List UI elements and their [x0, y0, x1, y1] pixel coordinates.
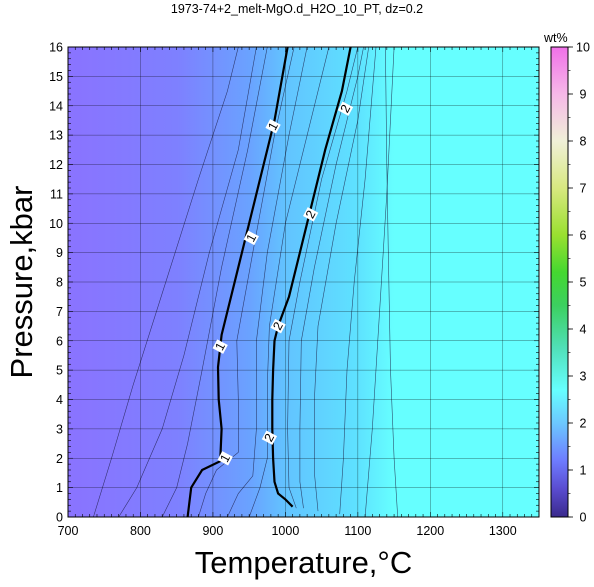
y-tick-3: 3: [56, 422, 63, 436]
colorbar-tick-7: 7: [580, 182, 587, 196]
chart-title: 1973-74+2_melt-MgO.d_H2O_10_PT, dz=0.2: [170, 2, 424, 16]
contour-label-2-3: 2: [338, 101, 353, 116]
x-tick-700: 700: [58, 524, 79, 538]
y-tick-4: 4: [56, 393, 63, 407]
x-tick-1300: 1300: [489, 524, 517, 538]
y-tick-14: 14: [49, 99, 63, 113]
x-tick-900: 900: [202, 524, 223, 538]
y-tick-11: 11: [50, 187, 63, 201]
x-axis-label: Temperature,°C: [194, 545, 413, 580]
y-tick-13: 13: [49, 129, 63, 143]
contour-label-1-2: 1: [243, 230, 259, 246]
y-axis-label: Pressure,kbar: [4, 185, 39, 379]
contour-line-5: [248, 47, 330, 517]
colorbar-title: wt%: [544, 31, 568, 45]
colorbar-tick-10: 10: [576, 41, 590, 55]
contour-labels: 1 1 1 1 2 2 2 2: [212, 101, 353, 466]
contour-label-1-1: 1: [212, 339, 228, 354]
contour-level-2: [271, 47, 352, 508]
contour-level-1: [186, 47, 289, 517]
y-tick-1: 1: [56, 481, 63, 495]
contour-label-1-0: 1: [217, 451, 233, 466]
colorbar-tick-0: 0: [580, 511, 587, 525]
y-tick-5: 5: [56, 364, 63, 378]
contour-label-2-0: 2: [262, 430, 277, 445]
colorbar-tick-1: 1: [580, 464, 587, 478]
y-tick-12: 12: [49, 158, 63, 172]
colorbar: [550, 46, 569, 518]
colorbar-tick-9: 9: [580, 88, 587, 102]
colorbar-tick-8: 8: [580, 135, 587, 149]
x-tick-1100: 1100: [344, 524, 371, 538]
x-tick-1000: 1000: [271, 524, 299, 538]
x-tick-1200: 1200: [416, 524, 444, 538]
contour-line-9: [339, 47, 377, 515]
y-tick-6: 6: [56, 334, 63, 348]
colorbar-tick-2: 2: [580, 417, 587, 431]
y-tick-15: 15: [49, 70, 63, 84]
contour-label-1-3: 1: [265, 119, 281, 134]
y-tick-0: 0: [56, 511, 63, 525]
y-tick-7: 7: [56, 305, 63, 319]
y-tick-2: 2: [56, 452, 63, 466]
x-tick-labels: 700 800 900 1000 1100 1200 1300: [58, 524, 517, 538]
x-tick-800: 800: [130, 524, 151, 538]
colorbar-ticks: 0 1 2 3 4 5 6 7 8 9 10: [568, 41, 590, 525]
y-tick-9: 9: [56, 246, 63, 260]
colorbar-tick-5: 5: [580, 276, 587, 290]
y-tick-8: 8: [56, 276, 63, 290]
colorbar-tick-6: 6: [580, 229, 587, 243]
contour-label-2-1: 2: [270, 318, 286, 334]
y-tick-10: 10: [49, 217, 63, 231]
labeled-contour-lines: [186, 47, 352, 517]
colorbar-tick-4: 4: [580, 323, 587, 337]
colorbar-tick-3: 3: [580, 370, 587, 384]
minor-ticks: [67, 46, 540, 518]
y-tick-16: 16: [49, 41, 63, 55]
contour-label-2-2: 2: [303, 207, 319, 222]
contour-line-7: [299, 47, 364, 509]
